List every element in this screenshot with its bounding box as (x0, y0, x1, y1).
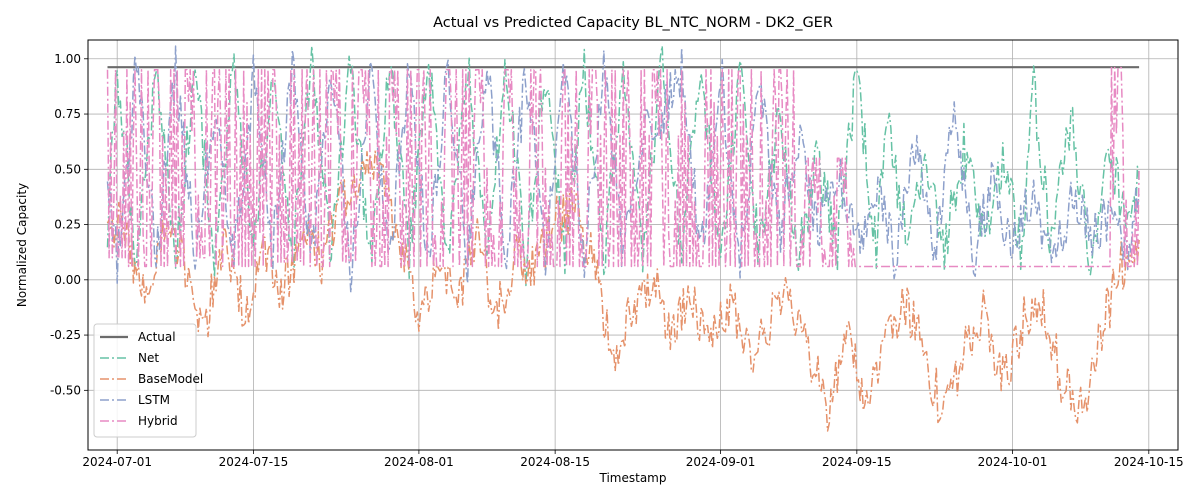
legend: Actual Net BaseModel LSTM Hybrid (93, 323, 203, 438)
legend-box (93, 323, 197, 438)
x-axis-label: Timestamp (599, 471, 667, 485)
tick-layer: 2024-07-01 2024-07-15 2024-08-01 2024-08-15… (50, 52, 1184, 469)
x-tick-label: 2024-09-15 (822, 455, 892, 469)
x-tick-label: 2024-07-15 (219, 455, 289, 469)
y-tick-label: 1.00 (54, 52, 81, 66)
y-tick-label: -0.25 (50, 328, 81, 342)
legend-label-hybrid: Hybrid (138, 414, 178, 428)
series-line-hybrid (106, 66, 1140, 268)
x-tick-label: 2024-07-01 (82, 455, 152, 469)
legend-label-lstm: LSTM (138, 393, 170, 407)
x-tick-label: 2024-09-01 (686, 455, 756, 469)
y-tick-label: 0.00 (54, 273, 81, 287)
chart-title: Actual vs Predicted Capacity BL_NTC_NORM… (433, 15, 833, 31)
legend-label-actual: Actual (138, 330, 176, 344)
x-tick-label: 2024-10-01 (978, 455, 1048, 469)
plot-frame (87, 39, 1179, 451)
x-tick-label: 2024-08-01 (384, 455, 454, 469)
series-layer (106, 45, 1140, 432)
x-tick-label: 2024-08-15 (520, 455, 590, 469)
series-line-basemodel (106, 150, 1140, 432)
y-tick-label: 0.50 (54, 162, 81, 176)
y-tick-label: 0.75 (54, 107, 81, 121)
y-tick-label: 0.25 (54, 218, 81, 232)
legend-label-basemodel: BaseModel (138, 372, 203, 386)
legend-label-net: Net (138, 351, 159, 365)
y-axis-label: Normalized Capacity (15, 183, 29, 307)
series-line-net (106, 45, 1140, 287)
x-tick-label: 2024-10-15 (1114, 455, 1184, 469)
y-tick-label: -0.50 (50, 383, 81, 397)
